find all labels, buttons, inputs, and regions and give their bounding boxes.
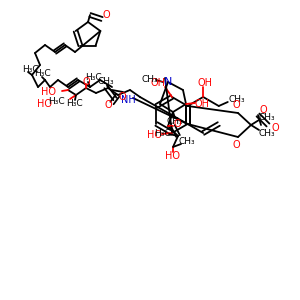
- Text: O: O: [82, 77, 90, 87]
- Text: HO: HO: [166, 151, 181, 161]
- Text: OH: OH: [198, 78, 213, 88]
- Text: CH₃: CH₃: [179, 137, 195, 146]
- Text: CH₃: CH₃: [167, 118, 183, 127]
- Text: O: O: [232, 140, 240, 150]
- Text: O: O: [104, 100, 112, 110]
- Text: H₃C: H₃C: [66, 100, 82, 109]
- Text: O: O: [102, 10, 110, 20]
- Text: OH: OH: [151, 78, 166, 88]
- Text: CH₃: CH₃: [259, 128, 275, 137]
- Text: O: O: [118, 92, 126, 102]
- Text: O: O: [173, 119, 181, 129]
- Text: CH₃: CH₃: [259, 112, 275, 122]
- Text: CH₃: CH₃: [98, 77, 114, 86]
- Text: HO: HO: [146, 130, 161, 140]
- Text: OH: OH: [194, 99, 209, 109]
- Text: HO: HO: [41, 87, 56, 97]
- Text: HO: HO: [37, 99, 52, 109]
- Text: CH₃: CH₃: [142, 76, 158, 85]
- Text: H₃C: H₃C: [34, 70, 50, 79]
- Text: NH: NH: [121, 95, 135, 105]
- Text: O: O: [259, 105, 267, 115]
- Text: N: N: [164, 77, 172, 87]
- Text: H₃C: H₃C: [22, 65, 38, 74]
- Text: O: O: [232, 100, 240, 110]
- Text: H₃C: H₃C: [85, 74, 101, 82]
- Text: O: O: [271, 123, 279, 133]
- Text: H₃C: H₃C: [48, 98, 65, 106]
- Text: H₃C: H₃C: [154, 130, 170, 139]
- Text: CH₃: CH₃: [229, 95, 245, 104]
